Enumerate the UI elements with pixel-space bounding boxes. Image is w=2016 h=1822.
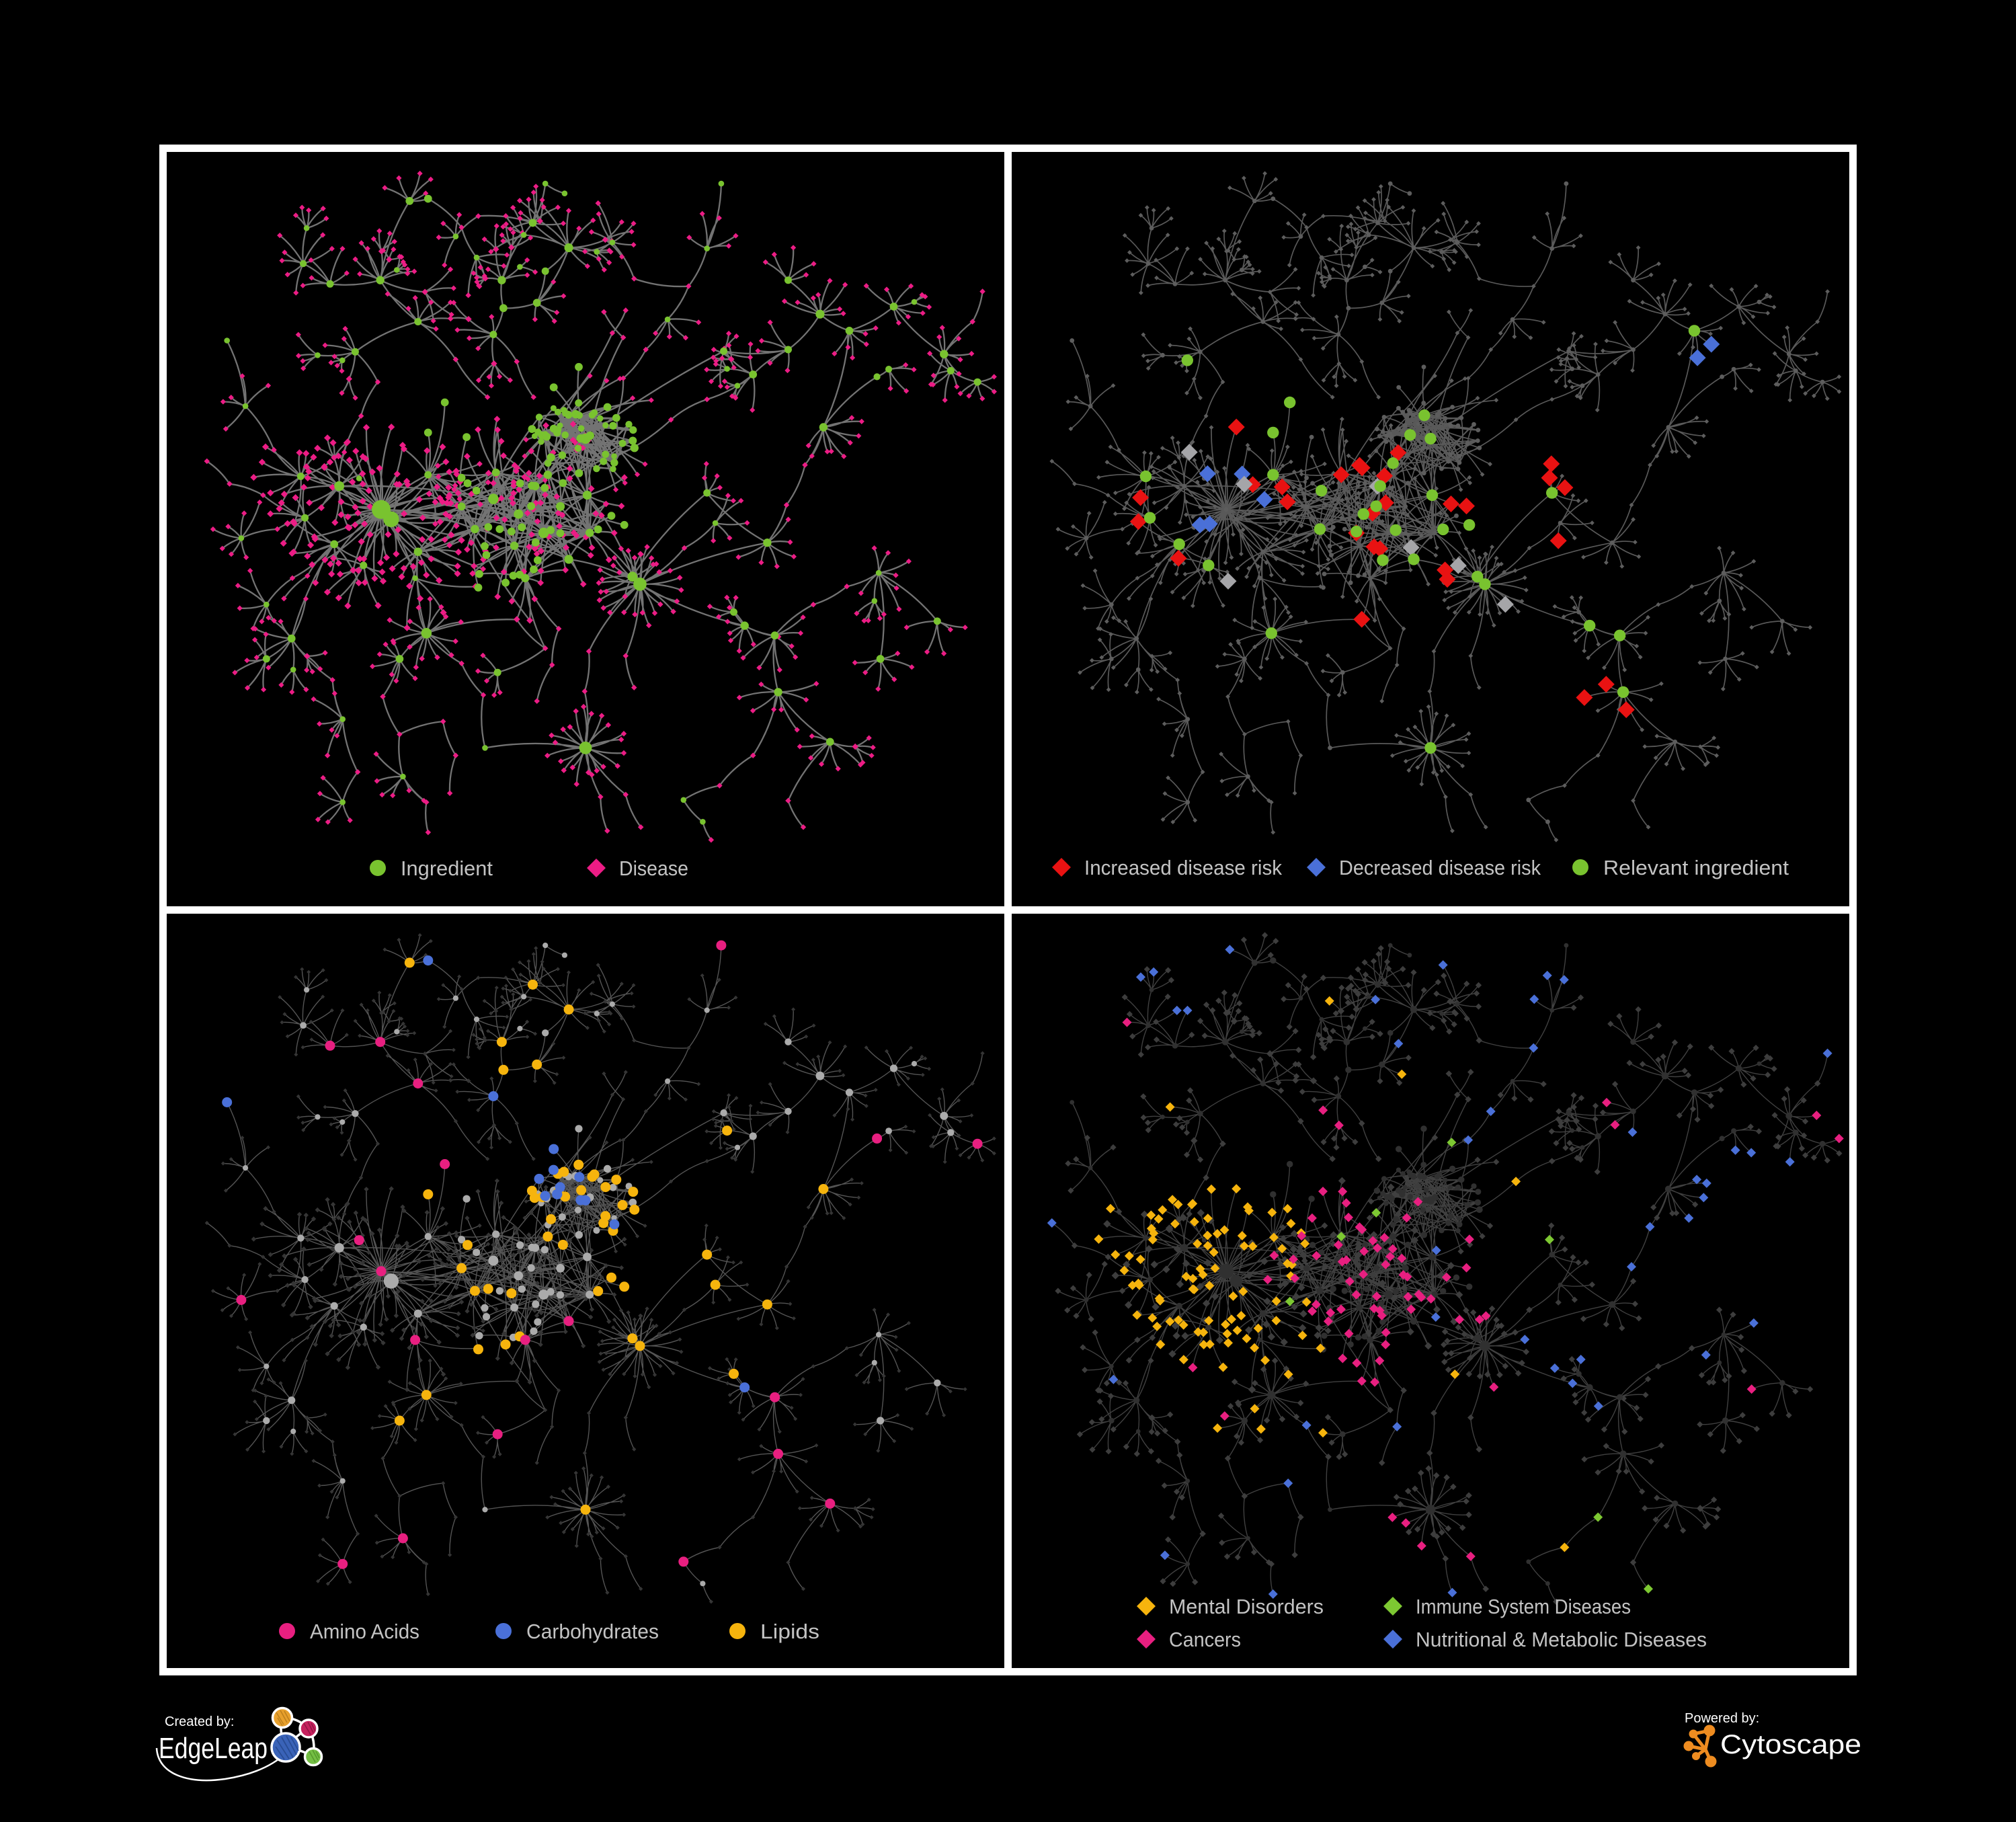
- svg-text:Relevant ingredient: Relevant ingredient: [1603, 856, 1789, 879]
- svg-text:Disease: Disease: [619, 857, 688, 880]
- svg-text:Ingredient: Ingredient: [401, 857, 493, 880]
- svg-text:Lipids: Lipids: [760, 1620, 819, 1643]
- svg-text:Amino Acids: Amino Acids: [310, 1620, 419, 1643]
- svg-text:EdgeLeap: EdgeLeap: [159, 1732, 268, 1765]
- svg-text:Cytoscape: Cytoscape: [1720, 1730, 1861, 1759]
- svg-text:Mental Disorders: Mental Disorders: [1169, 1595, 1324, 1618]
- svg-text:Immune System Diseases: Immune System Diseases: [1416, 1595, 1631, 1618]
- svg-text:Nutritional & Metabolic Diseas: Nutritional & Metabolic Diseases: [1416, 1628, 1707, 1651]
- svg-text:Carbohydrates: Carbohydrates: [526, 1620, 659, 1643]
- svg-text:Increased disease risk: Increased disease risk: [1084, 856, 1282, 879]
- svg-text:Powered by:: Powered by:: [1685, 1711, 1759, 1726]
- svg-text:Cancers: Cancers: [1169, 1628, 1241, 1651]
- svg-text:Created by:: Created by:: [165, 1714, 234, 1729]
- svg-text:Decreased disease risk: Decreased disease risk: [1339, 856, 1541, 879]
